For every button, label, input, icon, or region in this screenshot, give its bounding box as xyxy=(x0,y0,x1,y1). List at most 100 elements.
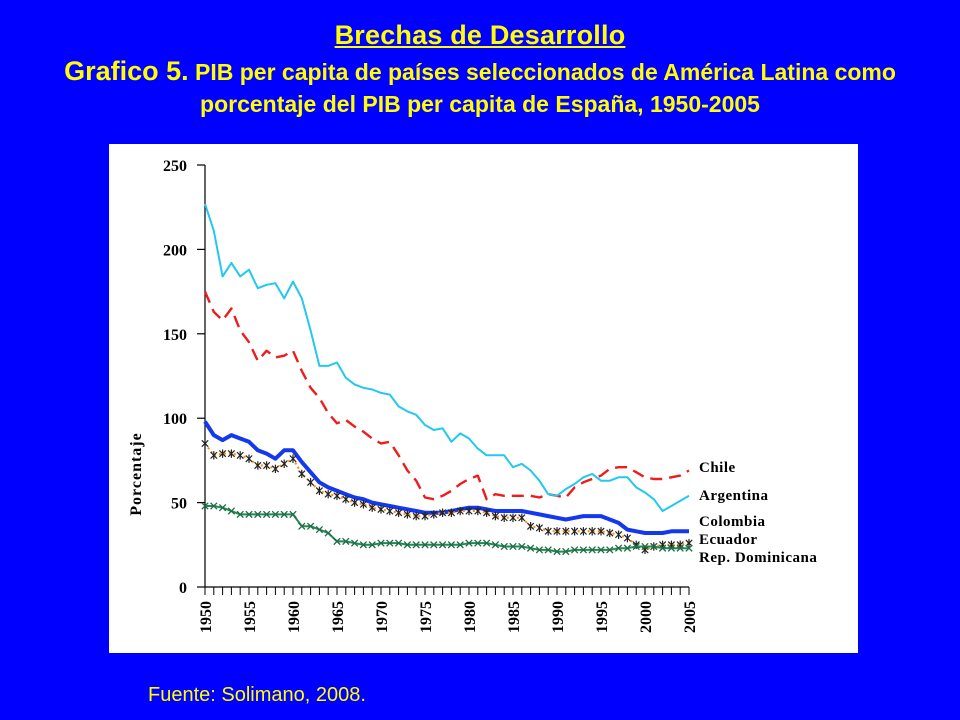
y-axis-label: Porcentaje xyxy=(128,432,145,515)
line-chart: 0 50 100 150 200 250 1950 1955 1960 1965 1970 1975 1… xyxy=(128,158,817,633)
data-point xyxy=(474,506,482,516)
y-tick-label: 250 xyxy=(163,158,187,175)
marker-stroke xyxy=(201,502,209,510)
y-tick-label: 0 xyxy=(179,580,187,597)
data-point xyxy=(588,546,596,554)
marker-stroke xyxy=(377,539,385,547)
marker-stroke xyxy=(359,541,368,549)
subtitle-line2: porcentaje del PIB per capita de España,… xyxy=(200,91,760,117)
x-tick-label: 1975 xyxy=(418,601,435,633)
data-point xyxy=(482,539,491,547)
marker-stroke xyxy=(658,544,667,552)
marker-stroke xyxy=(685,544,693,552)
data-point xyxy=(474,539,482,547)
marker-stroke xyxy=(579,546,588,554)
marker-stroke xyxy=(298,522,306,530)
data-point xyxy=(377,539,385,547)
data-point xyxy=(342,495,350,504)
x-tick-label: 1990 xyxy=(550,601,567,633)
data-point xyxy=(667,544,676,552)
data-point xyxy=(535,523,544,533)
series-label: Argentina xyxy=(699,488,769,504)
data-point xyxy=(562,547,570,556)
data-point xyxy=(553,547,561,556)
marker-stroke xyxy=(315,525,324,534)
data-point xyxy=(570,527,579,536)
data-point xyxy=(333,537,341,546)
data-point xyxy=(518,542,526,551)
data-point xyxy=(430,541,438,549)
data-point xyxy=(438,508,447,517)
data-point xyxy=(579,527,588,536)
data-point xyxy=(210,502,218,510)
marker-stroke xyxy=(588,546,596,554)
marker-stroke xyxy=(289,510,297,519)
title-block: Brechas de Desarrollo Grafico 5. PIB per… xyxy=(0,20,960,120)
marker-stroke xyxy=(535,546,544,554)
x-tick-label: 1980 xyxy=(462,601,479,633)
marker-stroke xyxy=(526,544,535,552)
data-point xyxy=(456,541,464,549)
data-point xyxy=(342,537,350,546)
data-point xyxy=(324,489,332,499)
marker-stroke xyxy=(650,542,658,551)
data-point xyxy=(262,510,271,519)
marker-stroke xyxy=(447,541,456,549)
data-point xyxy=(544,527,552,536)
data-point xyxy=(562,527,570,536)
x-tick-label: 1960 xyxy=(286,601,303,633)
marker-stroke xyxy=(438,541,447,549)
marker-stroke xyxy=(262,510,271,519)
data-point xyxy=(632,542,640,551)
marker-stroke xyxy=(667,544,676,552)
data-point xyxy=(544,546,552,554)
x-tick-label: 1950 xyxy=(198,601,215,633)
data-point xyxy=(500,513,508,522)
data-point xyxy=(614,544,623,552)
series-line-ecuador xyxy=(204,442,690,551)
data-point xyxy=(368,541,376,549)
marker-stroke xyxy=(562,547,570,556)
series-line-rep-dominicana xyxy=(205,505,689,553)
page-title: Brechas de Desarrollo xyxy=(334,20,626,50)
x-tick-label: 1995 xyxy=(594,601,611,633)
marker-stroke xyxy=(306,522,315,530)
data-point xyxy=(526,544,535,552)
marker-stroke xyxy=(324,529,332,537)
data-point xyxy=(509,542,517,551)
data-point xyxy=(280,510,288,519)
source-note: Fuente: Solimano, 2008. xyxy=(148,684,366,706)
series-label: Colombia xyxy=(699,514,766,530)
data-point xyxy=(606,546,614,554)
marker-stroke xyxy=(254,510,262,519)
marker-stroke xyxy=(509,542,517,551)
data-point xyxy=(236,510,244,519)
y-tick-label: 50 xyxy=(171,496,187,513)
marker-stroke xyxy=(333,537,341,546)
series-label: Rep. Dominicana xyxy=(699,550,817,566)
marker-stroke xyxy=(350,539,359,547)
data-point xyxy=(298,469,306,479)
y-tick-label: 200 xyxy=(163,242,187,259)
data-point xyxy=(491,511,500,521)
marker-stroke xyxy=(474,539,482,547)
chart-series xyxy=(201,203,693,556)
marker-stroke xyxy=(482,539,491,547)
data-point xyxy=(676,544,684,552)
marker-stroke xyxy=(403,541,412,549)
x-tick-label: 1955 xyxy=(242,601,259,633)
data-point xyxy=(394,539,403,547)
data-point xyxy=(430,510,438,519)
marker-stroke xyxy=(421,541,429,549)
data-point xyxy=(658,544,667,552)
series-line-argentina xyxy=(204,203,690,512)
marker-stroke xyxy=(491,541,500,549)
data-point xyxy=(606,528,614,538)
data-point xyxy=(280,459,288,468)
marker-stroke xyxy=(518,542,526,551)
data-point xyxy=(421,511,429,521)
data-point xyxy=(201,502,209,510)
data-point xyxy=(623,544,632,552)
subtitle-line1: PIB per capita de países seleccionados d… xyxy=(188,59,896,85)
data-point xyxy=(535,546,544,554)
